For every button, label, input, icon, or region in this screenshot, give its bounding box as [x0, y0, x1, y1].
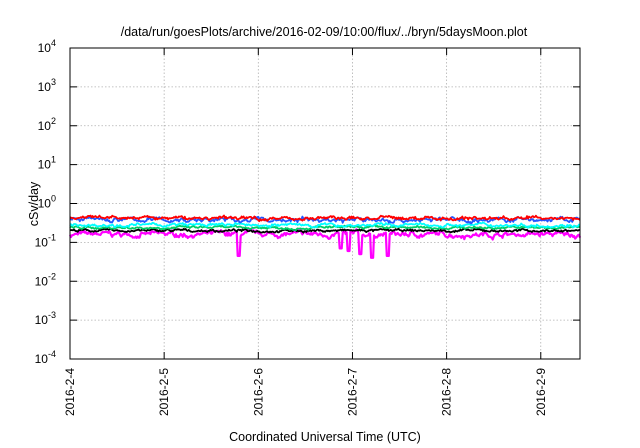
x-tick-label: 2016-2-5 [157, 368, 171, 416]
series-line [69, 214, 581, 223]
y-tick-label: 10-4 [35, 349, 56, 366]
series-line [69, 227, 581, 234]
y-tick-label: 10-1 [35, 232, 56, 249]
y-tick-label: 102 [38, 116, 56, 133]
y-axis-label: cSv/day [27, 181, 41, 226]
series-line [69, 224, 581, 232]
x-axis-label: Coordinated Universal Time (UTC) [229, 430, 421, 444]
x-tick-label: 2016-2-7 [345, 368, 359, 416]
grid [70, 48, 580, 359]
y-axis: 10-4 10-3 10-2 10-1 100 101 102 103 104 [35, 38, 580, 366]
plot-frame [69, 47, 581, 360]
y-tick-label: 10-3 [35, 310, 56, 327]
x-axis: 2016-2-4 2016-2-5 2016-2-6 2016-2-7 2016-2-8… [63, 48, 548, 416]
chart-title: /data/run/goesPlots/archive/2016-02-09/1… [121, 25, 528, 39]
y-tick-label: 100 [38, 194, 56, 211]
y-tick-label: 104 [38, 38, 56, 55]
y-tick-label: 103 [38, 77, 56, 94]
x-tick-label: 2016-2-4 [63, 368, 77, 416]
series-line [69, 221, 581, 229]
x-tick-label: 2016-2-8 [440, 368, 454, 416]
series-group [69, 214, 582, 259]
y-tick-label: 101 [38, 155, 56, 172]
x-tick-label: 2016-2-6 [251, 368, 265, 416]
y-tick-label: 10-2 [35, 271, 56, 288]
x-tick-label: 2016-2-9 [534, 368, 548, 416]
series-line [69, 227, 582, 259]
